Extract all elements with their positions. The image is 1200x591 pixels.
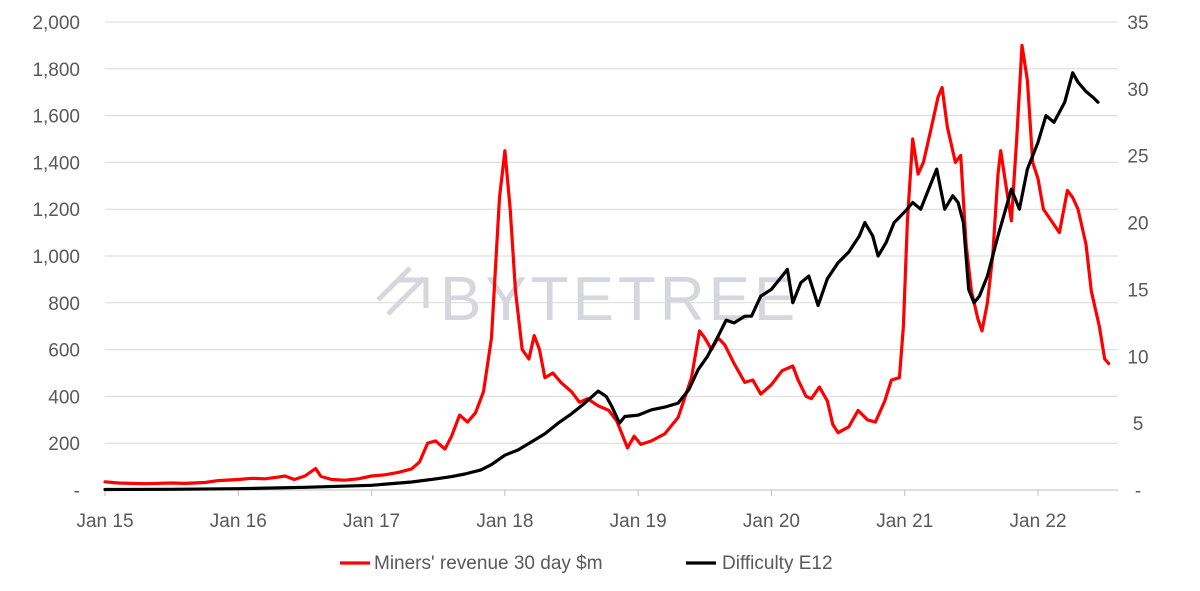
- x-tick-label: Jan 20: [743, 511, 800, 532]
- left-y-tick-label: 1,000: [32, 247, 80, 268]
- right-y-tick-label: -: [1135, 481, 1141, 502]
- right-y-tick-label: 20: [1127, 214, 1148, 235]
- x-tick-label: Jan 17: [343, 511, 400, 532]
- left-y-tick-label: 1,200: [32, 200, 80, 221]
- x-tick-label: Jan 22: [1010, 511, 1067, 532]
- x-tick-label: Jan 15: [76, 511, 133, 532]
- x-tick-label: Jan 21: [876, 511, 933, 532]
- right-y-tick-label: 25: [1127, 147, 1148, 168]
- left-y-tick-label: 600: [48, 341, 80, 362]
- right-y-tick-label: 15: [1127, 280, 1148, 301]
- left-y-axis: - 200 400 600 800 1,000 1,200 1,400 1,600 1,800 2,…: [32, 13, 80, 502]
- left-y-tick-label: 400: [48, 387, 80, 408]
- right-y-axis: - 5 10 15 20 25 30 35: [1127, 13, 1148, 502]
- left-y-tick-label: -: [74, 481, 80, 502]
- x-axis: Jan 15 Jan 16 Jan 17 Jan 18 Jan 19 Jan 20 Jan …: [76, 489, 1118, 532]
- left-y-tick-label: 800: [48, 294, 80, 315]
- left-y-tick-label: 1,600: [32, 107, 80, 128]
- x-tick-label: Jan 19: [610, 511, 667, 532]
- left-y-tick-label: 200: [48, 434, 80, 455]
- x-tick-label: Jan 16: [210, 511, 267, 532]
- right-y-tick-label: 30: [1127, 80, 1148, 101]
- x-tick-label: Jan 18: [476, 511, 533, 532]
- left-y-tick-label: 1,400: [32, 153, 80, 174]
- right-y-tick-label: 10: [1127, 347, 1148, 368]
- bytetree-watermark: BYTETREE: [376, 265, 795, 334]
- gridlines: [105, 21, 1118, 444]
- left-y-tick-label: 1,800: [32, 60, 80, 81]
- right-y-tick-label: 35: [1127, 13, 1148, 34]
- difficulty-line: [103, 71, 1100, 492]
- series-lines: [103, 43, 1111, 492]
- legend-label: Miners' revenue 30 day $m: [374, 553, 603, 574]
- watermark-logo-icon: [376, 266, 429, 316]
- left-y-tick-label: 2,000: [32, 13, 80, 34]
- legend: Miners' revenue 30 day $m Difficulty E12: [340, 553, 833, 574]
- right-y-tick-label: 5: [1133, 414, 1144, 435]
- legend-label: Difficulty E12: [722, 553, 833, 574]
